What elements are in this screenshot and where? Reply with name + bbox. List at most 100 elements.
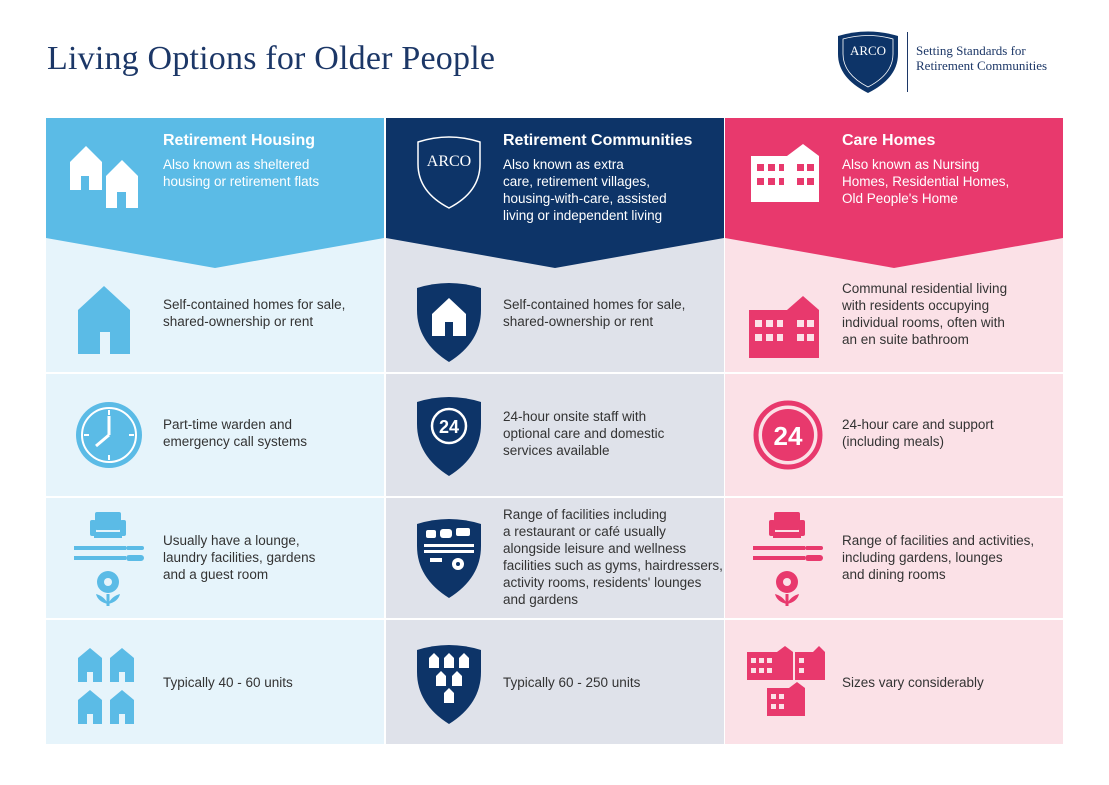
column-header: Retirement Housing Also known as shelter… bbox=[46, 118, 384, 238]
column-title: Care Homes bbox=[842, 132, 936, 149]
feature-row-homes: Self-contained homes for sale, shared-ow… bbox=[386, 268, 724, 372]
feature-text: Self-contained homes for sale, shared-ow… bbox=[163, 296, 379, 330]
clock-icon bbox=[76, 402, 142, 468]
column-title: Retirement Communities bbox=[503, 132, 693, 149]
feature-text-line: Self-contained homes for sale, bbox=[163, 297, 346, 312]
feature-text-line: facilities such as gyms, hairdressers, bbox=[503, 558, 723, 573]
shield-village-icon bbox=[417, 645, 481, 724]
facilities-icon bbox=[74, 512, 144, 606]
feature-text-line: an en suite bathroom bbox=[842, 332, 969, 347]
feature-text-line: shared-ownership or rent bbox=[163, 314, 314, 329]
feature-text-line: individual rooms, often with bbox=[842, 315, 1005, 330]
feature-text: Self-contained homes for sale, shared-ow… bbox=[503, 296, 719, 330]
feature-row-size: Typically 60 - 250 units bbox=[386, 620, 724, 744]
column-retirement-communities: ARCO Retirement Communities Also known a… bbox=[386, 118, 724, 744]
feature-row-staff: 24 24-hour care and support (including m… bbox=[725, 374, 1063, 496]
row-divider bbox=[386, 372, 724, 374]
row-divider bbox=[725, 618, 1063, 620]
column-header: ARCO Retirement Communities Also known a… bbox=[386, 118, 724, 238]
feature-row-staff: 24 24-hour onsite staff with optional ca… bbox=[386, 374, 724, 496]
column-retirement-housing: Retirement Housing Also known as shelter… bbox=[46, 118, 384, 744]
feature-text: Sizes vary considerably bbox=[842, 674, 1058, 691]
row-divider bbox=[46, 372, 384, 374]
column-arrow bbox=[725, 238, 1063, 268]
feature-text: Range of facilities including a restaura… bbox=[503, 506, 723, 608]
feature-row-facilities: Usually have a lounge, laundry facilitie… bbox=[46, 498, 384, 618]
subtitle-line: care, retirement villages, bbox=[503, 174, 651, 189]
column-subtitle: Also known as sheltered housing or retir… bbox=[163, 156, 373, 190]
feature-row-staff: Part-time warden and emergency call syst… bbox=[46, 374, 384, 496]
three-buildings-icon bbox=[747, 646, 825, 716]
subtitle-line: Homes, Residential Homes, bbox=[842, 174, 1010, 189]
feature-text: 24-hour care and support (including meal… bbox=[842, 416, 1058, 450]
circle-24-icon: 24 bbox=[753, 400, 823, 470]
feature-text-line: with residents occupying bbox=[842, 298, 990, 313]
feature-text: Communal residential living with residen… bbox=[842, 280, 1058, 348]
shield-house-icon bbox=[417, 283, 481, 362]
feature-text-line: Typically 60 - 250 units bbox=[503, 675, 641, 690]
arco-shield-icon: ARCO bbox=[417, 136, 481, 209]
feature-text-line: alongside leisure and wellness bbox=[503, 541, 687, 556]
row-divider bbox=[386, 618, 724, 620]
feature-text-line: Range of facilities including bbox=[503, 507, 667, 522]
feature-text-line: Self-contained homes for sale, bbox=[503, 297, 686, 312]
subtitle-line: Old People's Home bbox=[842, 191, 958, 206]
feature-text-line: and a guest room bbox=[163, 567, 269, 582]
feature-text-line: and dining rooms bbox=[842, 567, 946, 582]
page-title: Living Options for Older People bbox=[47, 40, 496, 77]
feature-text: Typically 40 - 60 units bbox=[163, 674, 379, 691]
subtitle-line: living or independent living bbox=[503, 208, 663, 223]
subtitle-line: housing or retirement flats bbox=[163, 174, 320, 189]
brand-tagline-line2: Retirement Communities bbox=[916, 58, 1048, 73]
row-divider bbox=[725, 496, 1063, 498]
row-divider bbox=[46, 496, 384, 498]
feature-text-line: optional care and domestic bbox=[503, 426, 665, 441]
feature-text-line: Range of facilities and activities, bbox=[842, 533, 1035, 548]
feature-text-line: shared-ownership or rent bbox=[503, 314, 654, 329]
feature-text-line: Communal residential living bbox=[842, 281, 1008, 296]
feature-text-line: activity rooms, residents' lounges bbox=[503, 575, 702, 590]
feature-text: Part-time warden and emergency call syst… bbox=[163, 416, 379, 450]
feature-row-size: Typically 40 - 60 units bbox=[46, 620, 384, 744]
subtitle-line: housing-with-care, assisted bbox=[503, 191, 667, 206]
feature-text-line: emergency call systems bbox=[163, 434, 308, 449]
feature-text: Usually have a lounge, laundry facilitie… bbox=[163, 532, 379, 583]
column-header: Care Homes Also known as Nursing Homes, … bbox=[725, 118, 1063, 238]
row-divider bbox=[46, 618, 384, 620]
column-arrow bbox=[46, 238, 384, 268]
subtitle-line: Also known as sheltered bbox=[163, 157, 310, 172]
feature-text: Typically 60 - 250 units bbox=[503, 674, 719, 691]
feature-text-line: Typically 40 - 60 units bbox=[163, 675, 293, 690]
feature-text-line: laundry facilities, gardens bbox=[163, 550, 316, 565]
shield-logo-text: ARCO bbox=[427, 153, 471, 170]
feature-row-homes: Communal residential living with residen… bbox=[725, 268, 1063, 372]
feature-text-line: Usually have a lounge, bbox=[163, 533, 300, 548]
arco-brand[interactable]: ARCO Setting Standards for Retirement Co… bbox=[836, 30, 1076, 94]
feature-text-line: and gardens bbox=[503, 592, 579, 607]
arco-logo-text: ARCO bbox=[850, 43, 886, 58]
two-houses-icon bbox=[70, 146, 138, 208]
feature-text-line: a restaurant or café usually bbox=[503, 524, 666, 539]
feature-row-homes: Self-contained homes for sale, shared-ow… bbox=[46, 268, 384, 372]
column-title: Retirement Housing bbox=[163, 132, 316, 149]
brand-tagline: Setting Standards for Retirement Communi… bbox=[916, 43, 1076, 73]
building-icon bbox=[749, 296, 819, 358]
feature-text: Range of facilities and activities, incl… bbox=[842, 532, 1058, 583]
row-divider bbox=[386, 496, 724, 498]
feature-text-line: 24-hour care and support bbox=[842, 417, 994, 432]
four-houses-icon bbox=[78, 648, 134, 724]
feature-text-line: Part-time warden and bbox=[163, 417, 293, 432]
subtitle-line: Also known as extra bbox=[503, 157, 624, 172]
subtitle-line: Also known as Nursing bbox=[842, 157, 980, 172]
arco-logo-icon: ARCO bbox=[838, 31, 898, 93]
feature-text-line: 24-hour onsite staff with bbox=[503, 409, 647, 424]
column-subtitle: Also known as extra care, retirement vil… bbox=[503, 156, 713, 224]
brand-tagline-line1: Setting Standards for bbox=[916, 43, 1026, 58]
feature-text-line: Sizes vary considerably bbox=[842, 675, 984, 690]
twenty-four-label: 24 bbox=[774, 421, 803, 451]
column-subtitle: Also known as Nursing Homes, Residential… bbox=[842, 156, 1052, 207]
shield-24-icon: 24 bbox=[417, 397, 481, 476]
twenty-four-label: 24 bbox=[439, 417, 459, 437]
facilities-icon bbox=[753, 512, 823, 606]
column-arrow bbox=[386, 238, 724, 268]
